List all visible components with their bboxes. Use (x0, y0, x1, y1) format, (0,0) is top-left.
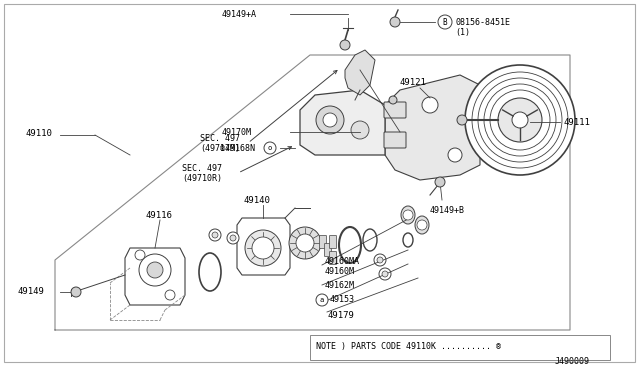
Circle shape (382, 271, 388, 277)
Text: 49153: 49153 (330, 295, 355, 305)
Polygon shape (385, 75, 480, 180)
Circle shape (264, 142, 276, 154)
Circle shape (135, 250, 145, 260)
Text: 49111: 49111 (563, 118, 590, 126)
Text: J490009: J490009 (555, 357, 590, 366)
Text: 49160MA: 49160MA (325, 257, 360, 266)
Circle shape (448, 148, 462, 162)
Circle shape (212, 232, 218, 238)
FancyBboxPatch shape (384, 102, 406, 118)
Circle shape (165, 290, 175, 300)
Text: 49179: 49179 (327, 311, 354, 320)
Circle shape (147, 262, 163, 278)
Text: 49149: 49149 (18, 288, 45, 296)
Text: a: a (320, 297, 324, 303)
Circle shape (438, 15, 452, 29)
Circle shape (316, 106, 344, 134)
Circle shape (403, 210, 413, 220)
Circle shape (478, 78, 562, 162)
Circle shape (139, 254, 171, 286)
Circle shape (209, 229, 221, 241)
Circle shape (351, 121, 369, 139)
Circle shape (227, 232, 239, 244)
FancyBboxPatch shape (330, 251, 337, 264)
Text: 49162M: 49162M (325, 280, 355, 289)
Circle shape (498, 98, 542, 142)
Text: SEC. 497: SEC. 497 (200, 134, 240, 142)
Text: 49121: 49121 (400, 77, 427, 87)
Ellipse shape (415, 216, 429, 234)
FancyBboxPatch shape (310, 335, 610, 360)
Circle shape (323, 113, 337, 127)
Circle shape (389, 96, 397, 104)
FancyBboxPatch shape (4, 4, 635, 362)
Circle shape (417, 220, 427, 230)
Text: 49149+A: 49149+A (222, 10, 257, 19)
Text: 49149+B: 49149+B (430, 205, 465, 215)
Text: B: B (443, 17, 447, 26)
Circle shape (465, 65, 575, 175)
Circle shape (296, 234, 314, 252)
Circle shape (252, 237, 274, 259)
Text: (1): (1) (455, 28, 470, 36)
Text: ®49168N: ®49168N (220, 144, 255, 153)
Circle shape (71, 287, 81, 297)
Circle shape (316, 294, 328, 306)
Text: 49116: 49116 (145, 211, 172, 219)
Ellipse shape (401, 206, 415, 224)
Text: 49170M: 49170M (222, 128, 252, 137)
Circle shape (490, 90, 550, 150)
Circle shape (484, 84, 556, 156)
Polygon shape (237, 218, 290, 275)
Circle shape (289, 227, 321, 259)
Circle shape (340, 40, 350, 50)
Text: SEC. 497: SEC. 497 (182, 164, 222, 173)
Text: NOTE ) PARTS CODE 49110K .......... ®: NOTE ) PARTS CODE 49110K .......... ® (316, 343, 501, 352)
Circle shape (457, 115, 467, 125)
Text: (49710R): (49710R) (182, 173, 222, 183)
Polygon shape (300, 90, 385, 155)
Text: 08156-8451E: 08156-8451E (455, 17, 510, 26)
Polygon shape (125, 248, 185, 305)
Circle shape (374, 254, 386, 266)
FancyBboxPatch shape (319, 235, 326, 248)
Circle shape (377, 257, 383, 263)
FancyBboxPatch shape (330, 235, 337, 248)
Text: 49160M: 49160M (325, 267, 355, 276)
FancyBboxPatch shape (324, 244, 332, 257)
Circle shape (245, 230, 281, 266)
Circle shape (435, 177, 445, 187)
Circle shape (390, 17, 400, 27)
Text: (49717M): (49717M) (200, 144, 240, 153)
Circle shape (472, 72, 568, 168)
Circle shape (230, 235, 236, 241)
FancyBboxPatch shape (384, 132, 406, 148)
Circle shape (422, 97, 438, 113)
Polygon shape (345, 50, 375, 95)
Text: 49110: 49110 (25, 128, 52, 138)
Text: o: o (268, 145, 272, 151)
Text: 49140: 49140 (244, 196, 271, 205)
Circle shape (512, 112, 528, 128)
Circle shape (379, 268, 391, 280)
